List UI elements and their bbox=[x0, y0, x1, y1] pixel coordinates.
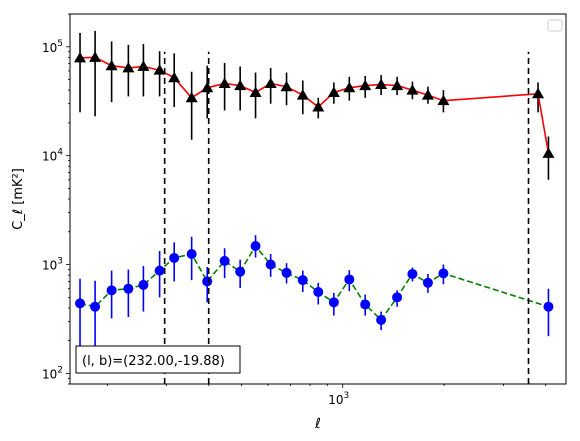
series2-point-22 bbox=[422, 277, 433, 288]
series1-point-3 bbox=[122, 61, 135, 73]
legend-box bbox=[547, 19, 563, 32]
series2-point-13 bbox=[281, 267, 292, 278]
series2-point-3 bbox=[123, 283, 134, 294]
series2-point-8 bbox=[202, 276, 213, 287]
series1-point-1 bbox=[89, 51, 102, 62]
series1-point-0 bbox=[74, 51, 87, 63]
series2-point-2 bbox=[106, 285, 117, 296]
series2-point-4 bbox=[138, 279, 149, 290]
series2-point-19 bbox=[376, 314, 387, 325]
coordinate-annotation: (l, b)=(232.00,-19.88) bbox=[75, 345, 241, 374]
series2-point-18 bbox=[360, 299, 371, 310]
series1-point-23 bbox=[437, 94, 450, 106]
series2-point-9 bbox=[219, 255, 230, 266]
y-tick-label-2: 104 bbox=[42, 148, 63, 164]
series1-point-25 bbox=[542, 147, 555, 158]
series2-point-11 bbox=[250, 241, 261, 252]
series1-point-11 bbox=[249, 86, 262, 98]
series1-point-5 bbox=[153, 64, 166, 75]
series1-point-10 bbox=[234, 79, 247, 91]
series1-point-2 bbox=[105, 59, 118, 71]
series1-point-8 bbox=[201, 81, 214, 93]
axis-ticks: 102 103 104 105 103 bbox=[42, 13, 546, 407]
series1-point-21 bbox=[406, 84, 419, 95]
series1-point-18 bbox=[359, 79, 372, 91]
y-tick-label-3: 105 bbox=[42, 39, 63, 55]
series1-point-14 bbox=[296, 89, 309, 100]
series2-point-17 bbox=[344, 274, 355, 285]
plot-area bbox=[74, 30, 555, 384]
series2-point-14 bbox=[297, 275, 308, 286]
y-tick-label-0: 102 bbox=[42, 365, 63, 381]
series2-point-12 bbox=[265, 259, 276, 270]
series1-point-19 bbox=[375, 78, 388, 90]
series2-point-16 bbox=[328, 297, 339, 308]
series1-line bbox=[79, 56, 550, 154]
series1-point-22 bbox=[421, 89, 434, 100]
series2-point-6 bbox=[169, 252, 180, 263]
series2-point-7 bbox=[186, 249, 197, 260]
series2-point-15 bbox=[313, 286, 324, 297]
series1-point-6 bbox=[168, 71, 181, 83]
series1-point-20 bbox=[391, 79, 404, 91]
series2-point-1 bbox=[90, 301, 101, 312]
series1-point-13 bbox=[280, 80, 293, 92]
series1-point-15 bbox=[312, 100, 325, 112]
x-tick-label-0: 103 bbox=[328, 391, 349, 407]
series1-point-7 bbox=[185, 91, 198, 103]
y-axis-label: C_ℓ [mK²] bbox=[11, 168, 26, 230]
series2-line bbox=[79, 244, 549, 322]
series2-point-21 bbox=[407, 268, 418, 279]
series2-point-5 bbox=[154, 265, 165, 276]
x-axis-label: ℓ bbox=[314, 416, 321, 432]
series2-point-24 bbox=[543, 301, 554, 312]
series1-point-4 bbox=[137, 60, 150, 71]
series2-point-0 bbox=[75, 298, 86, 309]
y-tick-label-1: 103 bbox=[42, 257, 63, 273]
series1-point-16 bbox=[327, 86, 340, 98]
series2-point-23 bbox=[438, 268, 449, 279]
series1-point-17 bbox=[343, 81, 356, 93]
series1-point-24 bbox=[532, 87, 545, 99]
series1-point-9 bbox=[218, 77, 231, 89]
series1-point-12 bbox=[264, 77, 277, 89]
series2-point-10 bbox=[235, 266, 246, 277]
series2-point-20 bbox=[392, 292, 403, 303]
coordinate-annotation-text: (l, b)=(232.00,-19.88) bbox=[82, 354, 225, 369]
